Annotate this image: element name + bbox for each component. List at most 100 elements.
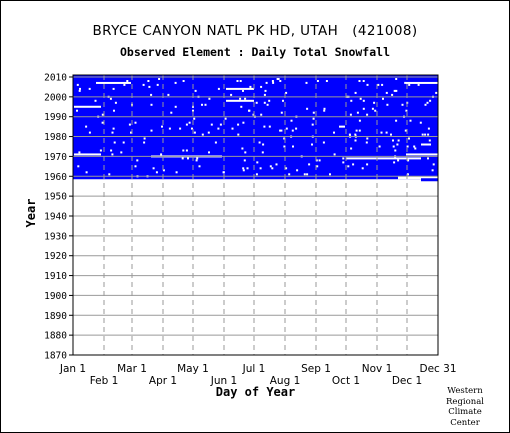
- x-tick-label: Jul 1: [242, 363, 266, 375]
- missing-data-dot: [193, 131, 196, 134]
- missing-data-dot: [288, 173, 291, 176]
- missing-data-dot: [150, 93, 153, 96]
- missing-data-dot: [303, 173, 306, 176]
- missing-data-dot: [323, 109, 326, 112]
- missing-data-gap: [406, 81, 438, 84]
- missing-data-dot: [404, 129, 407, 132]
- missing-data-gap: [74, 105, 101, 108]
- missing-data-dot: [248, 109, 251, 112]
- missing-data-dot: [160, 153, 163, 156]
- missing-data-dot: [111, 153, 114, 156]
- y-tick-label: 1910: [44, 271, 67, 282]
- missing-data-dot: [194, 89, 197, 92]
- missing-data-dot: [244, 151, 247, 154]
- missing-data-dot: [366, 113, 369, 116]
- missing-data-dot: [325, 80, 328, 82]
- missing-data-dot: [94, 99, 97, 102]
- missing-data-dot: [382, 97, 384, 100]
- missing-data-dot: [358, 129, 361, 132]
- missing-data-dot: [219, 123, 222, 126]
- missing-data-dot: [78, 151, 81, 154]
- missing-data-dot: [291, 129, 294, 132]
- missing-data-dot: [263, 125, 266, 128]
- y-tick-label: 1970: [44, 152, 67, 163]
- missing-data-dot: [342, 161, 345, 164]
- missing-data-dot: [406, 173, 409, 176]
- missing-data-dot: [316, 165, 319, 168]
- missing-data-dot: [409, 119, 412, 122]
- missing-data-dot: [391, 93, 394, 96]
- x-tick-label: Aug 1: [270, 375, 301, 387]
- missing-data-dot: [217, 127, 220, 130]
- missing-data-dot: [421, 133, 424, 136]
- missing-data-dot: [371, 107, 374, 110]
- missing-data-dot: [356, 111, 359, 114]
- missing-data-gap: [398, 176, 438, 180]
- missing-data-dot: [108, 173, 111, 176]
- missing-data-dot: [101, 113, 104, 116]
- missing-data-dot: [224, 117, 227, 120]
- credit-line: Climate: [448, 407, 482, 417]
- missing-data-dot: [255, 173, 258, 176]
- missing-data-dot: [113, 109, 115, 112]
- x-tick-label: Dec 1: [392, 375, 422, 387]
- missing-data-dot: [236, 80, 239, 82]
- missing-data-dot: [308, 163, 311, 166]
- missing-data-dot: [264, 89, 267, 92]
- missing-data-dot: [406, 145, 409, 148]
- missing-data-dot: [394, 149, 397, 152]
- missing-data-dot: [429, 99, 432, 102]
- missing-data-dot: [152, 167, 155, 170]
- missing-data-dot: [188, 121, 191, 124]
- missing-data-dot: [432, 163, 435, 166]
- missing-data-gap: [339, 125, 345, 128]
- missing-data-dot: [210, 123, 213, 126]
- missing-data-dot: [431, 169, 434, 172]
- missing-data-dot: [201, 103, 203, 106]
- missing-data-dot: [258, 141, 261, 144]
- missing-data-dot: [134, 121, 137, 124]
- missing-data-dot: [271, 167, 274, 170]
- missing-data-dot: [128, 123, 131, 126]
- missing-data-dot: [120, 151, 123, 154]
- missing-data-dot: [185, 123, 188, 126]
- missing-data-dot: [158, 78, 161, 80]
- missing-data-dot: [397, 139, 400, 142]
- y-tick-label: 2010: [44, 72, 67, 83]
- missing-data-dot: [242, 169, 245, 172]
- missing-data-dot: [312, 117, 315, 120]
- missing-data-dot: [427, 133, 430, 136]
- missing-data-dot: [401, 103, 404, 106]
- y-tick-label: 1980: [44, 132, 67, 143]
- missing-data-dot: [381, 83, 384, 86]
- x-tick-label: Mar 1: [117, 363, 147, 375]
- missing-data-dot: [428, 139, 431, 142]
- missing-data-dot: [148, 85, 151, 88]
- missing-data-dot: [111, 131, 114, 134]
- missing-data-dot: [126, 80, 129, 82]
- missing-data-dot: [198, 165, 201, 168]
- observed-data-block: [73, 75, 438, 180]
- missing-data-dot: [88, 87, 91, 90]
- missing-data-dot: [362, 107, 365, 110]
- x-tick-label: Jan 1: [59, 363, 86, 375]
- missing-data-dot: [352, 163, 355, 166]
- missing-data-dot: [424, 103, 427, 106]
- missing-data-dot: [329, 173, 331, 176]
- missing-data-dot: [283, 145, 286, 148]
- missing-data-dot: [237, 123, 240, 126]
- missing-data-dot: [179, 127, 182, 130]
- x-tick-label: Nov 1: [362, 363, 393, 375]
- missing-data-dot: [405, 109, 408, 112]
- missing-data-dot: [392, 145, 395, 148]
- y-tick-label: 1870: [44, 351, 67, 362]
- missing-data-dot: [156, 83, 159, 86]
- missing-data-dot: [76, 83, 79, 86]
- missing-data-gap: [74, 153, 101, 156]
- missing-data-dot: [290, 119, 293, 122]
- missing-data-dot: [185, 149, 188, 152]
- missing-data-dot: [268, 125, 271, 128]
- missing-data-dot: [396, 143, 399, 146]
- missing-data-dot: [193, 117, 196, 120]
